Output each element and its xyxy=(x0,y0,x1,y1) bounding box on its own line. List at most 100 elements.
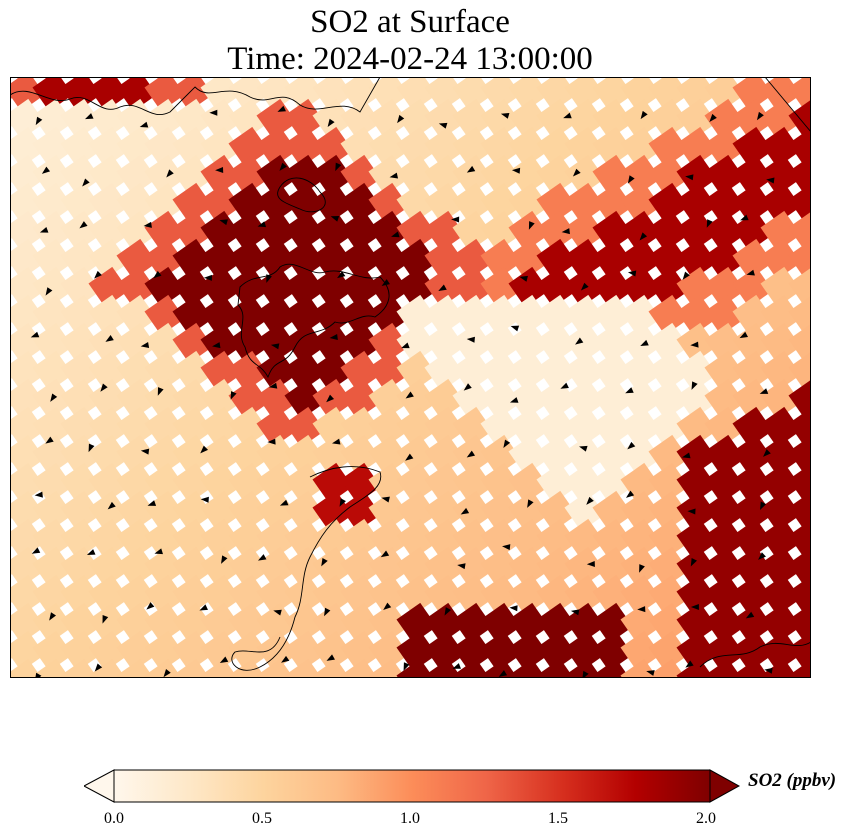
heatmap-cell xyxy=(676,602,717,644)
heatmap-cell xyxy=(452,490,493,532)
heatmap-cell xyxy=(480,266,521,308)
heatmap-cell xyxy=(144,98,185,140)
wind-arrow xyxy=(203,274,212,281)
heatmap-cell xyxy=(144,630,185,672)
wind-arrow xyxy=(739,331,749,339)
heatmap-cell xyxy=(88,350,129,392)
heatmap-cell xyxy=(536,490,577,532)
heatmap-cell xyxy=(228,154,269,196)
heatmap-cell xyxy=(424,294,465,336)
heatmap-cell xyxy=(424,322,465,364)
heatmap-cell xyxy=(172,462,213,504)
wind-arrow xyxy=(691,381,698,390)
heatmap-cell xyxy=(676,98,717,140)
heatmap-cell xyxy=(536,294,577,336)
heatmap-cell xyxy=(788,434,811,476)
heatmap-cell xyxy=(340,378,381,420)
heatmap-cell xyxy=(508,182,549,224)
heatmap-cell xyxy=(508,518,549,560)
wind-arrow xyxy=(625,490,635,498)
heatmap-cell xyxy=(564,322,605,364)
heatmap-cell xyxy=(536,658,577,678)
wind-arrow xyxy=(451,216,460,223)
heatmap-cell xyxy=(396,630,437,672)
heatmap-cell xyxy=(144,154,185,196)
coastline-lines xyxy=(10,77,811,671)
heatmap-cell xyxy=(592,518,633,560)
heatmap-cell xyxy=(312,126,353,168)
heatmap-cell xyxy=(340,406,381,448)
heatmap-cell xyxy=(396,294,437,336)
heatmap-cell xyxy=(592,630,633,672)
heatmap-cell xyxy=(228,322,269,364)
heatmap-cell xyxy=(648,98,689,140)
wind-arrow xyxy=(760,501,767,511)
wind-arrow xyxy=(200,445,209,454)
heatmap-cell xyxy=(60,602,101,644)
heatmap-cell xyxy=(32,154,73,196)
heatmap-cell xyxy=(200,406,241,448)
wind-arrow xyxy=(563,112,572,119)
heatmap-cell xyxy=(704,350,745,392)
heatmap-cell xyxy=(116,154,157,196)
heatmap-cell xyxy=(116,406,157,448)
heatmap-cell xyxy=(368,378,409,420)
heatmap-cell xyxy=(564,350,605,392)
heatmap-cell xyxy=(732,322,773,364)
heatmap-cell xyxy=(10,294,45,336)
heatmap-cell xyxy=(396,518,437,560)
wind-arrow xyxy=(580,282,589,291)
wind-arrow xyxy=(50,393,58,402)
wind-arrow xyxy=(758,552,766,560)
heatmap-cell xyxy=(284,462,325,504)
heatmap-cell xyxy=(452,546,493,588)
heatmap-cell xyxy=(116,322,157,364)
heatmap-cell xyxy=(480,98,521,140)
heatmap-cell xyxy=(704,77,745,112)
heatmap-cell xyxy=(32,210,73,252)
heatmap-cell xyxy=(116,126,157,168)
heatmap-cell xyxy=(88,434,129,476)
heatmap-cell xyxy=(508,238,549,280)
heatmap-cell xyxy=(452,574,493,616)
heatmap-cell xyxy=(620,322,661,364)
heatmap-cell xyxy=(200,518,241,560)
wind-arrow xyxy=(511,167,521,174)
heatmap-cell xyxy=(144,182,185,224)
heatmap-cell xyxy=(88,154,129,196)
heatmap-cell xyxy=(676,462,717,504)
wind-arrow xyxy=(560,382,569,389)
heatmap-cell xyxy=(88,490,129,532)
wind-arrow xyxy=(746,269,755,276)
heatmap-cell xyxy=(144,210,185,252)
heatmap-cell xyxy=(10,434,45,476)
wind-arrow xyxy=(586,561,595,567)
heatmap-cell xyxy=(760,77,801,112)
heatmap-cell xyxy=(732,77,773,112)
heatmap-cell xyxy=(620,630,661,672)
wind-arrow xyxy=(586,496,594,505)
heatmap-cell xyxy=(368,406,409,448)
heatmap-cell xyxy=(760,546,801,588)
heatmap-cell xyxy=(480,350,521,392)
heatmap-cell xyxy=(88,294,129,336)
heatmap-cell xyxy=(340,518,381,560)
heatmap-cell xyxy=(284,238,325,280)
heatmap-cell xyxy=(648,322,689,364)
heatmap-cell xyxy=(676,546,717,588)
heatmap-cell xyxy=(256,238,297,280)
heatmap-cell xyxy=(732,490,773,532)
heatmap-cell xyxy=(312,574,353,616)
heatmap-cell xyxy=(88,378,129,420)
heatmap-cell xyxy=(88,574,129,616)
heatmap-cell xyxy=(648,434,689,476)
heatmap-cell xyxy=(396,658,437,678)
heatmap-cell xyxy=(284,434,325,476)
heatmap-cell xyxy=(648,602,689,644)
heatmap-cell xyxy=(312,658,353,678)
wind-arrow xyxy=(625,387,634,394)
heatmap-cell xyxy=(200,574,241,616)
heatmap-cell xyxy=(732,434,773,476)
heatmap-cell xyxy=(704,126,745,168)
heatmap-cell xyxy=(10,182,45,224)
